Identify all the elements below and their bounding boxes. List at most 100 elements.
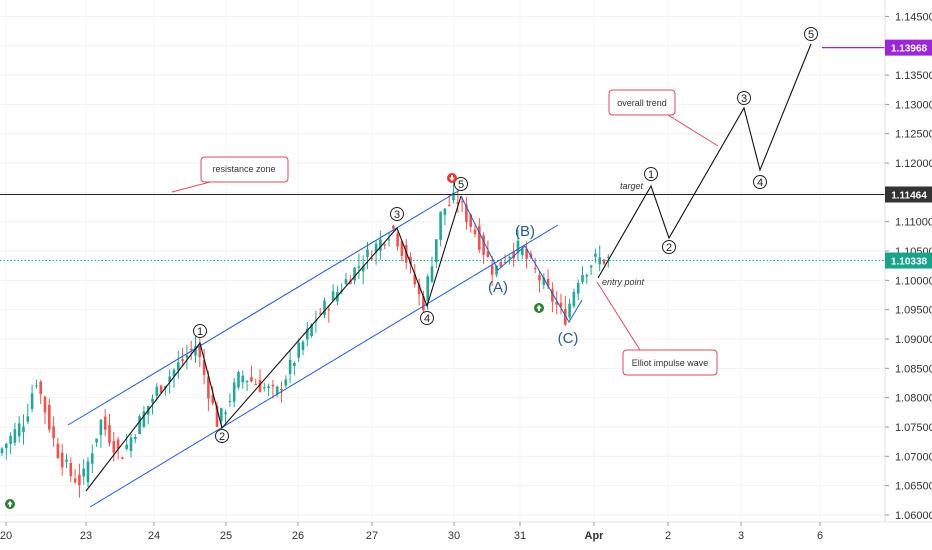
channel-upper-line[interactable] bbox=[67, 189, 461, 426]
svg-text:1.10338: 1.10338 bbox=[891, 257, 928, 268]
candle-body bbox=[82, 468, 85, 477]
candle-body bbox=[306, 328, 309, 340]
price-tick-label: 1.06000 bbox=[895, 510, 932, 522]
sell-signal-icon[interactable] bbox=[447, 173, 457, 183]
candle-body bbox=[538, 275, 541, 281]
candle-body bbox=[413, 274, 417, 285]
candle-body bbox=[589, 265, 593, 268]
candle-body bbox=[95, 438, 98, 443]
target-label: target bbox=[620, 181, 644, 191]
candle-body bbox=[581, 274, 584, 282]
svg-text:2: 2 bbox=[666, 242, 672, 254]
projected-wave-5-marker: 5 bbox=[804, 27, 818, 41]
price-tick-label: 1.10000 bbox=[895, 275, 932, 287]
candle-body bbox=[469, 214, 472, 227]
candle-body bbox=[125, 444, 128, 449]
candle-body bbox=[250, 377, 253, 382]
candle-body bbox=[564, 308, 567, 325]
svg-text:1.13968: 1.13968 bbox=[891, 44, 928, 55]
candle-body bbox=[430, 266, 434, 282]
time-axis: 20 23 24 25 26 27 30 31 Apr 2 3 6 bbox=[0, 522, 823, 542]
candle-body bbox=[164, 385, 167, 388]
candle-body bbox=[288, 359, 292, 374]
candle-body bbox=[22, 426, 25, 433]
candle-body bbox=[318, 313, 322, 315]
candle-body bbox=[533, 267, 537, 269]
candle-body bbox=[542, 277, 546, 285]
candle-body bbox=[220, 408, 223, 422]
candle-body bbox=[460, 201, 464, 203]
wave-5-marker: 5 bbox=[454, 177, 468, 191]
svg-text:3: 3 bbox=[741, 93, 747, 105]
buy-signal-icon[interactable] bbox=[5, 499, 15, 509]
candle-body bbox=[172, 369, 176, 377]
candle-body bbox=[142, 411, 146, 427]
price-label-badge: 1.11464 bbox=[885, 186, 932, 203]
candle-body bbox=[293, 363, 296, 367]
price-tick-label: 1.11000 bbox=[895, 217, 932, 229]
correction-wave-path[interactable] bbox=[460, 195, 583, 323]
candle-body bbox=[159, 385, 163, 393]
svg-text:5: 5 bbox=[458, 179, 464, 191]
candle-body bbox=[349, 280, 352, 285]
svg-text:2: 2 bbox=[219, 431, 225, 443]
candle-body bbox=[103, 416, 107, 430]
candle-body bbox=[439, 211, 442, 240]
impulse-wave-path[interactable] bbox=[85, 195, 462, 492]
channel-lower-line[interactable] bbox=[89, 224, 559, 508]
candle-body bbox=[224, 412, 227, 415]
candle-body bbox=[370, 257, 374, 260]
svg-text:4: 4 bbox=[424, 313, 430, 325]
candle-body bbox=[60, 452, 64, 468]
candle-body bbox=[271, 384, 275, 387]
candle-body bbox=[602, 259, 606, 264]
time-tick-label: 27 bbox=[366, 530, 378, 542]
candle-body bbox=[232, 382, 236, 402]
candle-body bbox=[443, 208, 447, 215]
candle-body bbox=[168, 376, 171, 382]
time-tick-label: 2 bbox=[665, 530, 671, 542]
candle-body bbox=[108, 425, 111, 444]
price-tick-label: 1.12500 bbox=[895, 129, 932, 141]
candle-body bbox=[245, 380, 249, 382]
buy-signal-icon[interactable] bbox=[534, 303, 544, 313]
candle-body bbox=[258, 380, 262, 393]
candle-body bbox=[551, 289, 554, 302]
elliot-wave-label: Elliot impulse wave bbox=[632, 358, 709, 368]
price-tick-label: 1.09500 bbox=[895, 305, 932, 317]
candle-body bbox=[482, 235, 485, 255]
candle-body bbox=[503, 262, 507, 264]
candle-body bbox=[516, 240, 520, 253]
candle-body bbox=[69, 462, 73, 477]
candle-body bbox=[189, 348, 193, 350]
candle-body bbox=[521, 248, 524, 255]
candle-body bbox=[465, 204, 468, 223]
candle-body bbox=[607, 256, 610, 258]
wave-a-label: (A) bbox=[488, 279, 508, 296]
candle-body bbox=[39, 381, 42, 394]
candle-body bbox=[417, 284, 421, 295]
price-tick-label: 1.07500 bbox=[895, 422, 932, 434]
projected-wave-path[interactable] bbox=[597, 43, 812, 279]
candle-body bbox=[237, 372, 240, 388]
time-tick-label: Apr bbox=[585, 530, 605, 542]
candle-body bbox=[181, 359, 184, 361]
candle-body bbox=[297, 342, 300, 358]
candle-body bbox=[452, 192, 455, 201]
resistance-zone-label: resistance zone bbox=[212, 164, 275, 174]
candle-body bbox=[572, 291, 576, 307]
candle-body bbox=[177, 362, 180, 371]
candle-body bbox=[91, 453, 94, 464]
candle-body bbox=[525, 248, 528, 259]
candle-body bbox=[155, 386, 159, 396]
entry-point-label: entry point bbox=[602, 277, 645, 287]
overall-trend-callout: overall trend bbox=[608, 89, 719, 147]
candle-body bbox=[280, 388, 283, 391]
candle-body bbox=[35, 385, 38, 387]
price-tick-label: 1.14500 bbox=[895, 11, 932, 23]
candle-body bbox=[86, 461, 90, 483]
candle-body bbox=[78, 474, 81, 486]
time-tick-label: 24 bbox=[148, 530, 160, 542]
candle-body bbox=[30, 393, 34, 409]
